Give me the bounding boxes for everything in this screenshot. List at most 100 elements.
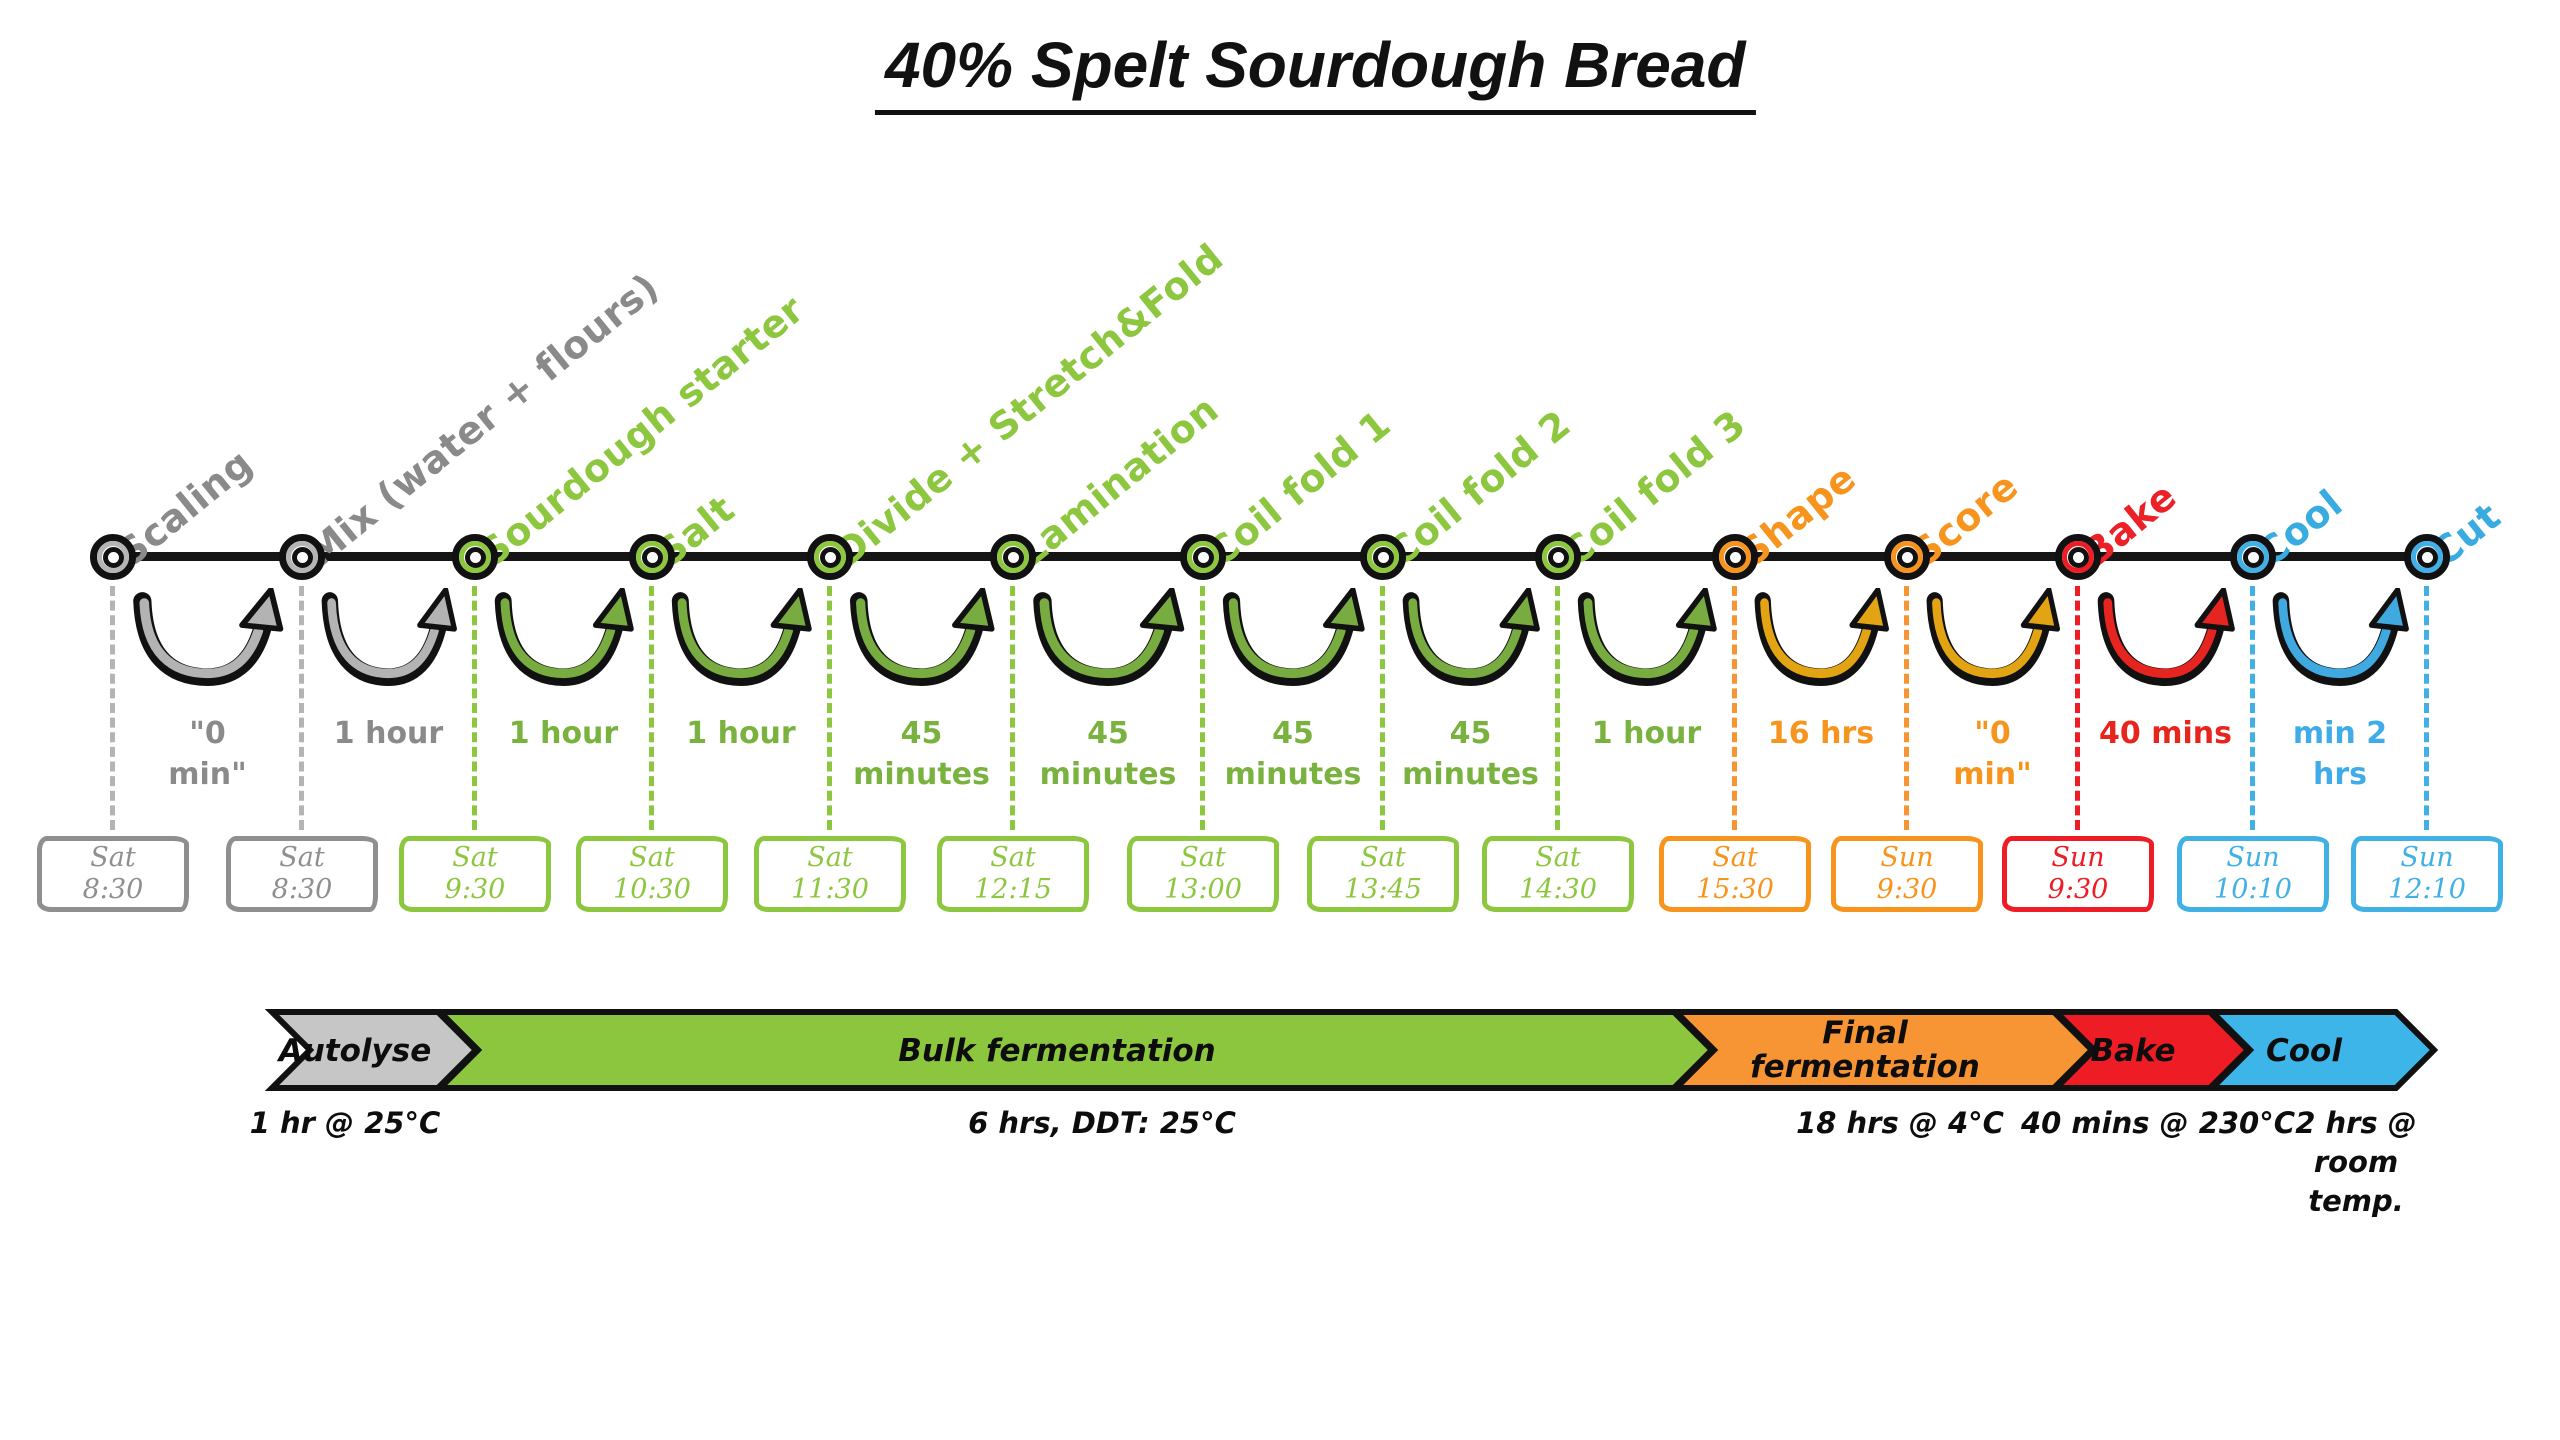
step-dashed-line bbox=[649, 586, 654, 830]
step-dashed-line bbox=[1904, 586, 1909, 830]
step-time-label: Sat 13:00 bbox=[1164, 841, 1242, 905]
step-time-label: Sat 13:45 bbox=[1344, 841, 1422, 905]
timeline-segment: "0 min" bbox=[1907, 588, 2078, 818]
phase-duration-note: 18 hrs @ 4°C bbox=[1796, 1106, 2004, 1140]
step-node-marker-icon bbox=[2230, 534, 2276, 580]
transition-arrow-icon bbox=[1402, 588, 1540, 686]
timeline-segment: 45 minutes bbox=[1203, 588, 1383, 818]
step-dashed-line bbox=[827, 586, 832, 830]
step-dashed-line bbox=[1200, 586, 1205, 830]
step-time-box: Sat 13:00 bbox=[1127, 836, 1279, 912]
segment-duration-label: "0 min" bbox=[1953, 716, 2032, 792]
step-time-box: Sun 9:30 bbox=[2002, 836, 2154, 912]
timeline-segment: 45 minutes bbox=[830, 588, 1013, 818]
step-node-marker-icon bbox=[807, 534, 853, 580]
transition-arrow-icon bbox=[1754, 588, 1889, 686]
step-label: Mix (water + flours) bbox=[298, 264, 668, 576]
transition-arrow-icon bbox=[850, 588, 995, 686]
timeline-segment: 45 minutes bbox=[1013, 588, 1203, 818]
step-dashed-line bbox=[472, 586, 477, 830]
step-time-box: Sat 11:30 bbox=[754, 836, 906, 912]
timeline-segment: 1 hour bbox=[1558, 588, 1735, 818]
phase-label: Bake bbox=[2090, 1033, 2175, 1069]
segment-duration-label: 1 hour bbox=[333, 716, 444, 751]
step-time-label: Sat 9:30 bbox=[444, 841, 506, 905]
timeline-segment: 1 hour bbox=[652, 588, 830, 818]
transition-arrow-icon bbox=[2097, 588, 2235, 686]
timeline-segment: 16 hrs bbox=[1735, 588, 1907, 818]
transition-arrow-icon bbox=[321, 588, 457, 686]
step-time-box: Sun 12:10 bbox=[2351, 836, 2503, 912]
step-node-core bbox=[819, 546, 841, 568]
phase-label: Final fermentation bbox=[1750, 1015, 1980, 1085]
transition-arrow-icon bbox=[2272, 588, 2409, 686]
step-time-box: Sat 14:30 bbox=[1482, 836, 1634, 912]
segment-duration-label: 40 mins bbox=[2099, 716, 2232, 751]
step-time-label: Sat 8:30 bbox=[82, 841, 144, 905]
step-dashed-line bbox=[1010, 586, 1015, 830]
step-node-core bbox=[1896, 546, 1918, 568]
step-node-marker-icon bbox=[990, 534, 1036, 580]
step-time-label: Sat 15:30 bbox=[1696, 841, 1774, 905]
step-node-core bbox=[1724, 546, 1746, 568]
timeline-segment: 40 mins bbox=[2078, 588, 2253, 818]
phase-segment bbox=[2204, 1009, 2439, 1091]
segment-duration-label: "0 min" bbox=[168, 716, 247, 792]
phase-duration-note: 6 hrs, DDT: 25°C bbox=[968, 1106, 1236, 1140]
step-node-marker-icon bbox=[279, 534, 325, 580]
step-node-core bbox=[291, 546, 313, 568]
step-node-core bbox=[2416, 546, 2438, 568]
segment-duration-label: 1 hour bbox=[1591, 716, 1702, 751]
timeline-segment: 45 minutes bbox=[1383, 588, 1558, 818]
step-node-core bbox=[102, 546, 124, 568]
step-time-box: Sat 8:30 bbox=[226, 836, 378, 912]
step-node-core bbox=[1372, 546, 1394, 568]
transition-arrow-icon bbox=[1033, 588, 1185, 686]
step-time-box: Sun 9:30 bbox=[1831, 836, 1983, 912]
segment-duration-label: 45 minutes bbox=[1402, 716, 1539, 792]
phase-label: Bulk fermentation bbox=[898, 1033, 1215, 1069]
step-time-box: Sat 8:30 bbox=[37, 836, 189, 912]
step-node-ring bbox=[459, 541, 491, 573]
step-dashed-line bbox=[1380, 586, 1385, 830]
step-node-marker-icon bbox=[2404, 534, 2450, 580]
transition-arrow-icon bbox=[494, 588, 634, 686]
step-dashed-line bbox=[1555, 586, 1560, 830]
step-dashed-line bbox=[1732, 586, 1737, 830]
segment-duration-label: min 2 hrs bbox=[2292, 716, 2388, 792]
phase-bar: Autolyse Bulk fermentation Final fermentati… bbox=[264, 1009, 2439, 1091]
page-title: 40% Spelt Sourdough Bread bbox=[874, 28, 1756, 115]
step-node-core bbox=[464, 546, 486, 568]
step-node-core bbox=[1002, 546, 1024, 568]
step-time-label: Sat 12:15 bbox=[974, 841, 1052, 905]
phase-label: Autolyse bbox=[276, 1033, 432, 1069]
step-time-label: Sat 11:30 bbox=[791, 841, 869, 905]
step-node-core bbox=[2067, 546, 2089, 568]
segment-duration-label: 45 minutes bbox=[1224, 716, 1362, 792]
step-time-label: Sun 12:10 bbox=[2388, 841, 2466, 905]
step-dashed-line bbox=[2424, 586, 2429, 830]
segment-duration-label: 16 hrs bbox=[1767, 716, 1875, 751]
segment-duration-label: 45 minutes bbox=[853, 716, 990, 792]
step-node-ring bbox=[2237, 541, 2269, 573]
step-time-label: Sat 8:30 bbox=[271, 841, 333, 905]
step-node-ring bbox=[997, 541, 1029, 573]
step-node-marker-icon bbox=[1180, 534, 1226, 580]
step-time-box: Sat 10:30 bbox=[576, 836, 728, 912]
transition-arrow-icon bbox=[671, 588, 812, 686]
step-time-label: Sat 10:30 bbox=[613, 841, 691, 905]
timeline-axis bbox=[100, 552, 2448, 561]
step-node-marker-icon bbox=[1360, 534, 1406, 580]
timeline-segment: 1 hour bbox=[302, 588, 475, 818]
step-node-marker-icon bbox=[1884, 534, 1930, 580]
step-node-marker-icon bbox=[90, 534, 136, 580]
phase-duration-note: 2 hrs @ room temp. bbox=[2295, 1106, 2417, 1219]
step-node-ring bbox=[1891, 541, 1923, 573]
timeline-segment: min 2 hrs bbox=[2253, 588, 2427, 818]
phase-duration-note: 1 hr @ 25°C bbox=[249, 1106, 441, 1140]
phase-label: Cool bbox=[2266, 1033, 2342, 1069]
segment-duration-label: 1 hour bbox=[508, 716, 619, 751]
step-node-core bbox=[1192, 546, 1214, 568]
step-node-ring bbox=[1187, 541, 1219, 573]
